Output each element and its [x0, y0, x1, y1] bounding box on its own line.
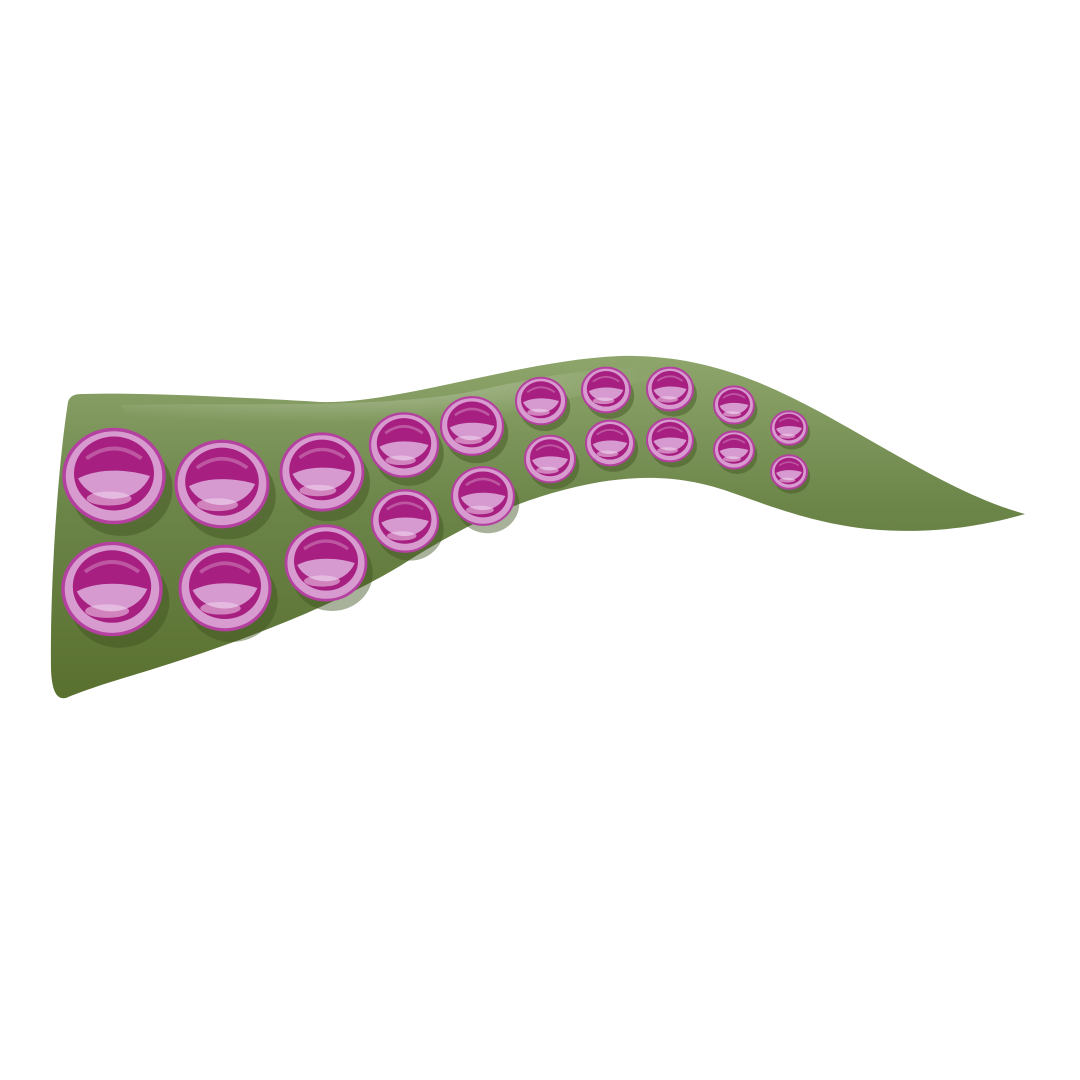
sucker-gloss: [83, 560, 141, 574]
sucker-gloss: [303, 539, 349, 551]
sucker-inner-light: [76, 583, 148, 612]
sucker-inner-light: [449, 422, 495, 441]
sucker-inner-light: [653, 386, 687, 400]
sucker: [713, 430, 758, 474]
sucker-highlight: [454, 435, 483, 445]
sucker: [370, 489, 444, 561]
sucker-highlight: [385, 455, 416, 466]
sucker-highlight: [85, 604, 130, 618]
sucker-gloss: [535, 444, 565, 452]
sucker-highlight: [200, 601, 241, 615]
sucker-gloss: [195, 456, 249, 470]
sucker: [368, 412, 444, 486]
sucker-inner-light: [588, 387, 624, 401]
sucker-gloss: [596, 428, 624, 436]
sucker: [439, 396, 509, 464]
sucker-highlight: [779, 433, 796, 439]
sucker-inner-light: [719, 447, 749, 460]
sucker-highlight: [527, 408, 550, 416]
sucker-gloss: [454, 407, 490, 417]
sucker: [178, 544, 278, 642]
sucker-highlight: [592, 397, 615, 405]
sucker-gloss: [722, 438, 746, 444]
sucker-inner-light: [776, 470, 802, 481]
sucker: [61, 541, 170, 648]
sucker-group: [61, 366, 811, 648]
sucker-highlight: [723, 456, 741, 462]
sucker: [524, 434, 580, 489]
sucker-gloss: [656, 375, 684, 382]
sucker-highlight: [465, 505, 494, 515]
sucker-gloss: [199, 561, 251, 574]
sucker-highlight: [86, 491, 132, 506]
sucker-inner-light: [653, 437, 687, 451]
sucker-inner-light: [719, 402, 749, 415]
sucker-inner-light: [592, 440, 628, 454]
sucker-inner-light: [381, 517, 429, 537]
sucker-highlight: [723, 411, 741, 417]
sucker-inner-light: [297, 558, 355, 582]
sucker: [646, 366, 697, 417]
sucker: [770, 410, 811, 450]
sucker-inner-light: [292, 467, 352, 491]
sucker-gloss: [592, 375, 620, 383]
sucker: [450, 466, 520, 534]
sucker: [581, 366, 635, 419]
sucker: [279, 432, 370, 522]
sucker: [713, 385, 758, 429]
sucker-gloss: [465, 477, 501, 487]
sucker-highlight: [196, 498, 239, 512]
sucker-inner-light: [776, 426, 802, 437]
sucker-highlight: [536, 466, 559, 474]
sucker: [770, 454, 811, 494]
sucker: [284, 524, 373, 611]
sucker-inner-light: [192, 583, 258, 609]
sucker-gloss: [722, 393, 746, 399]
sucker: [62, 427, 173, 536]
sucker: [515, 376, 571, 431]
sucker-gloss: [526, 386, 556, 394]
sucker-highlight: [596, 450, 619, 458]
sucker-highlight: [657, 447, 679, 454]
sucker-inner-light: [78, 470, 150, 499]
sucker-gloss: [778, 417, 800, 423]
sucker-gloss: [85, 446, 143, 461]
sucker-gloss: [778, 461, 800, 467]
sucker-gloss: [386, 501, 424, 511]
sucker-inner-light: [523, 398, 559, 413]
sucker-highlight: [657, 396, 679, 403]
sucker: [174, 439, 276, 540]
sucker-gloss: [656, 426, 684, 433]
sucker-highlight: [386, 531, 417, 541]
sucker-inner-light: [188, 479, 256, 506]
sucker-gloss: [384, 424, 424, 435]
sucker-gloss: [298, 447, 346, 460]
sucker: [646, 417, 697, 468]
sucker-highlight: [299, 484, 337, 497]
sucker: [585, 419, 639, 472]
sucker-highlight: [304, 575, 340, 587]
sucker-inner-light: [379, 441, 429, 461]
sucker-inner-light: [460, 492, 506, 511]
sucker-highlight: [779, 477, 796, 483]
sucker-inner-light: [532, 456, 568, 471]
